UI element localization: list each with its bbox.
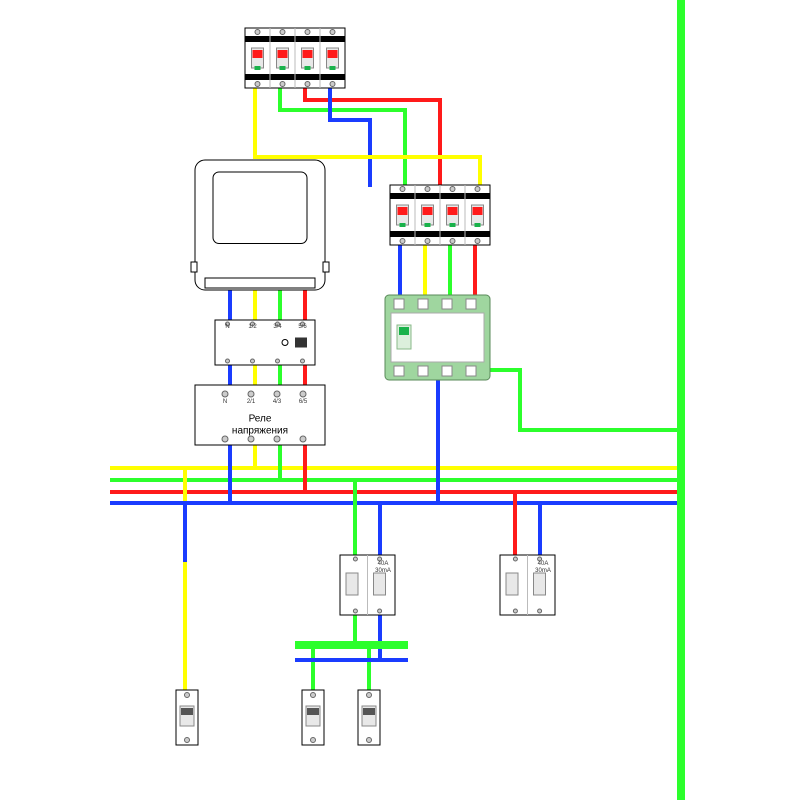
svg-text:Реле: Реле: [249, 414, 272, 425]
wire: [470, 370, 677, 430]
svg-text:2/1: 2/1: [247, 399, 256, 405]
contactor: [385, 295, 490, 380]
energy-meter: [191, 160, 329, 290]
main-breaker: [245, 28, 345, 88]
svg-text:40A: 40A: [538, 561, 549, 567]
svg-text:4/3: 4/3: [273, 399, 282, 405]
svg-text:N: N: [225, 324, 229, 330]
svg-text:напряжения: напряжения: [232, 426, 288, 437]
svg-text:30mA: 30mA: [535, 568, 551, 574]
svg-text:1/2: 1/2: [248, 324, 257, 330]
mini-breaker: [358, 690, 380, 745]
svg-text:40A: 40A: [378, 561, 389, 567]
svg-text:6/5: 6/5: [299, 399, 308, 405]
mini-breaker: [302, 690, 324, 745]
svg-text:30mA: 30mA: [375, 568, 391, 574]
svg-text:5/6: 5/6: [298, 324, 307, 330]
mini-breaker: [176, 690, 198, 745]
ground-bar: [677, 0, 685, 800]
svg-text:3/4: 3/4: [273, 324, 282, 330]
breaker-2: [390, 185, 490, 245]
svg-text:N: N: [223, 399, 227, 405]
wire: [330, 88, 370, 185]
